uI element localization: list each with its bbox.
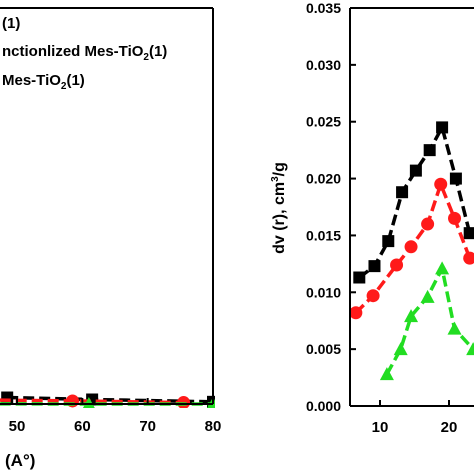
right-x-tick-label-20: 20 — [441, 419, 458, 436]
right-series-1-point-6 — [423, 144, 436, 157]
left-legend: (1) nctionlized Mes-TiO2(1) Mes-TiO2(1) — [2, 15, 167, 92]
right-series-1-line — [358, 122, 472, 279]
left-x-tick-label-80: 80 — [205, 418, 222, 435]
right-x-ticks: 10 20 — [372, 400, 458, 436]
right-plot-area — [350, 121, 474, 381]
right-y-tick-label-5: 0.025 — [306, 114, 341, 130]
right-y-tick-label-7: 0.035 — [306, 0, 341, 16]
right-y-tick-label-6: 0.030 — [306, 57, 341, 73]
left-series-3-point-2 — [82, 397, 95, 408]
right-series-1-point-7 — [436, 121, 449, 134]
right-series-3-point-1 — [379, 367, 394, 381]
right-series-2-point-2 — [366, 289, 380, 303]
right-series-2-point-8 — [463, 251, 474, 265]
right-y-tick-label-2: 0.010 — [306, 284, 341, 300]
left-plot-area — [0, 391, 215, 408]
right-series-1-point-8 — [449, 172, 462, 185]
left-x-tick-label-60: 60 — [74, 418, 91, 435]
legend-entry-2: nctionlized Mes-TiO2(1) — [2, 43, 167, 63]
right-series-3-point-7 — [466, 342, 474, 356]
right-y-axis-label: dv (r), cm3/g — [270, 162, 288, 254]
right-series-3-point-5 — [435, 261, 450, 275]
left-x-tick-label-70: 70 — [139, 418, 156, 435]
right-series-2-point-6 — [434, 177, 448, 191]
left-x-tick-label-50: 50 — [9, 418, 26, 435]
right-series-1-point-5 — [409, 164, 422, 177]
right-x-tick-label-10: 10 — [372, 419, 389, 436]
right-series-3-point-2 — [393, 342, 408, 356]
right-series-1-point-1 — [353, 271, 366, 284]
right-chart: 0.000 0.005 0.010 0.015 0.020 0.025 0.030 0.035… — [270, 0, 474, 436]
right-y-tick-label-0: 0.000 — [306, 398, 341, 414]
right-series-2-point-7 — [448, 211, 462, 225]
right-y-tick-label-3: 0.015 — [306, 227, 341, 243]
right-y-ticks: 0.000 0.005 0.010 0.015 0.020 0.025 0.030 0.035 — [306, 0, 356, 414]
right-series-2-point-1 — [350, 306, 363, 320]
left-series-layer — [0, 391, 215, 408]
left-chart: 50 60 70 80 (A°) (1) nctionlized Mes-TiO2(1… — [0, 7, 222, 470]
right-series-1-point-9 — [463, 227, 474, 240]
right-series-3-point-6 — [447, 321, 462, 335]
legend-entry-1: (1) — [2, 15, 20, 32]
right-series-1-point-3 — [382, 235, 395, 248]
right-series-3-point-3 — [404, 309, 419, 323]
right-y-label-text: dv (r), cm3/g — [270, 162, 288, 254]
left-x-label-text: (A°) — [5, 451, 35, 470]
right-series-3-point-4 — [420, 289, 435, 303]
left-x-axis-label: (A°) — [5, 451, 35, 470]
right-series-2-point-5 — [421, 217, 435, 231]
legend-entry-3: Mes-TiO2(1) — [2, 72, 85, 92]
right-series-2-point-3 — [390, 258, 404, 272]
right-series-1-point-4 — [396, 186, 409, 199]
right-series-1-point-2 — [368, 260, 381, 273]
right-series-2-point-4 — [404, 240, 418, 254]
right-y-tick-label-1: 0.005 — [306, 341, 341, 357]
right-series-3-line — [385, 263, 474, 376]
right-series-layer — [350, 121, 474, 381]
left-x-ticks: 50 60 70 80 — [9, 398, 222, 435]
right-y-tick-label-4: 0.020 — [306, 171, 341, 187]
